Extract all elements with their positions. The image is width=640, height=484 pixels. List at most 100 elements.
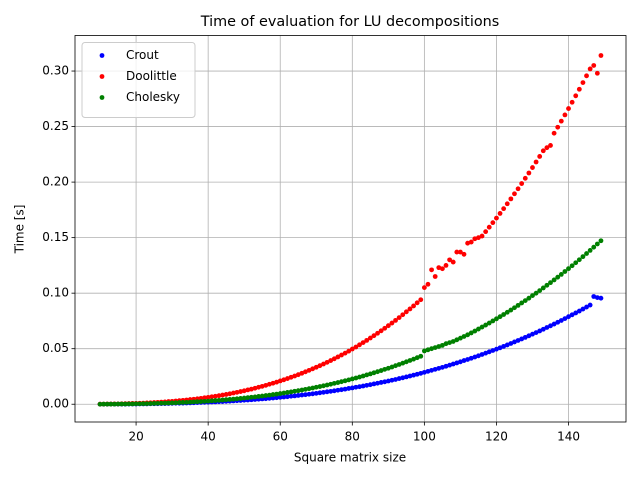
data-point [598, 238, 604, 244]
data-point [425, 281, 431, 287]
data-point [212, 393, 218, 399]
x-tick-label: 140 [557, 430, 580, 444]
data-point [303, 386, 308, 392]
data-point [259, 383, 265, 389]
data-point [443, 341, 449, 347]
data-point [385, 365, 391, 371]
data-point [342, 386, 348, 392]
data-point [544, 282, 550, 288]
data-point [540, 285, 546, 291]
data-point [162, 400, 168, 406]
data-point [393, 363, 398, 369]
data-point [263, 393, 269, 398]
data-point [414, 355, 420, 361]
legend-marker [99, 95, 105, 100]
data-point [551, 277, 557, 283]
data-point [216, 397, 222, 403]
data-point [274, 391, 280, 397]
legend-marker [99, 53, 105, 58]
data-point [540, 326, 546, 332]
data-point [407, 358, 413, 363]
data-point [468, 239, 474, 245]
data-point [418, 353, 424, 359]
data-point [140, 401, 146, 407]
data-point [155, 400, 161, 406]
data-point [310, 385, 316, 391]
data-point [130, 401, 135, 407]
plot-frame [74, 35, 627, 423]
data-point [321, 389, 326, 395]
data-point [439, 364, 445, 370]
data-point [263, 382, 269, 388]
data-point [530, 331, 535, 337]
data-point [486, 349, 492, 355]
data-point [411, 356, 416, 362]
data-point [558, 318, 564, 323]
data-point [501, 312, 507, 317]
data-point [537, 328, 543, 334]
x-tick-label: 40 [201, 430, 216, 444]
data-point [483, 229, 489, 235]
data-point [519, 181, 525, 186]
data-point [512, 191, 517, 197]
data-point [382, 325, 388, 331]
data-point [403, 359, 409, 365]
data-point [285, 394, 290, 400]
data-point [245, 387, 251, 393]
data-point [454, 360, 460, 366]
data-point [259, 393, 265, 399]
data-point [548, 143, 553, 148]
data-point [594, 241, 600, 247]
data-point [472, 236, 478, 242]
data-point [490, 348, 496, 353]
data-point [205, 398, 211, 404]
data-point [342, 378, 348, 384]
data-point [104, 401, 110, 407]
data-point [530, 165, 535, 170]
data-point [248, 386, 254, 392]
data-point [414, 300, 420, 306]
data-point [555, 319, 561, 325]
data-point [216, 393, 222, 399]
data-point [256, 394, 262, 399]
data-point [533, 290, 539, 296]
data-point [241, 395, 247, 401]
data-point [339, 379, 344, 385]
data-point [515, 186, 521, 192]
data-point [533, 330, 539, 335]
data-point [321, 383, 326, 389]
data-point [375, 369, 380, 375]
data-point [598, 295, 604, 301]
data-point [389, 320, 395, 326]
data-point [497, 211, 503, 216]
data-point [490, 220, 496, 226]
data-point [230, 396, 236, 402]
data-point [277, 394, 283, 400]
data-point [421, 369, 427, 375]
data-point [313, 384, 319, 390]
data-point [472, 354, 478, 360]
data-point [555, 124, 561, 130]
data-point [458, 335, 463, 341]
data-point [421, 348, 427, 354]
data-point [375, 380, 380, 386]
data-point [194, 399, 200, 405]
data-point [403, 309, 409, 315]
data-point [389, 377, 395, 383]
data-point [252, 394, 258, 400]
data-point [479, 352, 485, 357]
data-point [274, 379, 280, 385]
data-point [458, 249, 463, 255]
data-point [494, 215, 499, 221]
data-point [148, 401, 153, 406]
data-point [360, 373, 366, 379]
data-point [558, 271, 564, 277]
data-point [508, 307, 514, 313]
data-point [400, 375, 406, 381]
data-point [429, 346, 434, 352]
data-point [548, 280, 553, 286]
data-point [468, 330, 474, 336]
data-point [566, 266, 571, 272]
data-point [227, 391, 233, 397]
data-point [544, 325, 550, 330]
